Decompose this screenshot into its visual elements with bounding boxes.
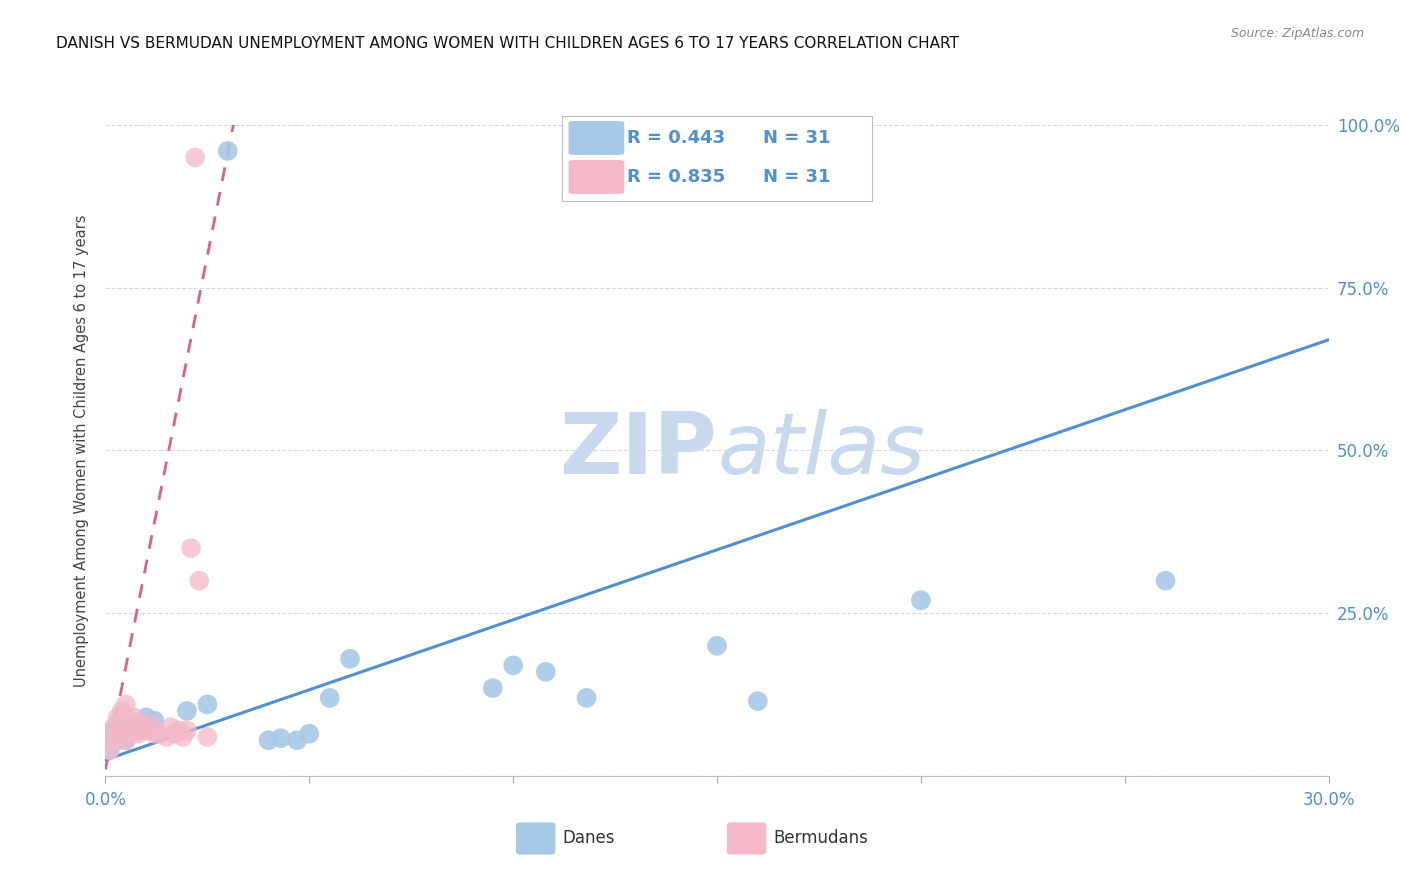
Point <box>98 743 121 757</box>
Point <box>747 694 769 708</box>
Point <box>180 541 202 555</box>
Point <box>156 730 179 744</box>
Point <box>122 720 145 734</box>
Point <box>98 743 121 757</box>
Point <box>910 593 932 607</box>
Point <box>115 733 138 747</box>
Point <box>148 727 170 741</box>
Point <box>285 733 308 747</box>
Text: DANISH VS BERMUDAN UNEMPLOYMENT AMONG WOMEN WITH CHILDREN AGES 6 TO 17 YEARS COR: DANISH VS BERMUDAN UNEMPLOYMENT AMONG WO… <box>56 36 959 51</box>
FancyBboxPatch shape <box>568 121 624 155</box>
Point <box>339 652 361 666</box>
Text: N = 31: N = 31 <box>763 168 831 186</box>
Point <box>131 720 153 734</box>
Point <box>122 717 145 731</box>
Point <box>575 690 598 705</box>
Point <box>197 730 219 744</box>
Point <box>172 730 194 744</box>
Point <box>217 144 239 158</box>
Point <box>103 733 125 747</box>
Point <box>115 720 138 734</box>
Text: N = 31: N = 31 <box>763 129 831 147</box>
Point <box>98 730 121 744</box>
Point <box>122 710 145 724</box>
Point <box>143 727 166 741</box>
Point <box>143 714 166 728</box>
Point <box>115 733 138 747</box>
Point <box>115 698 138 712</box>
Point <box>176 704 198 718</box>
Point <box>135 710 157 724</box>
Point <box>118 714 141 728</box>
Point <box>270 731 292 746</box>
Point <box>115 720 138 734</box>
Text: R = 0.835: R = 0.835 <box>627 168 725 186</box>
Text: Source: ZipAtlas.com: Source: ZipAtlas.com <box>1230 27 1364 40</box>
Point <box>184 150 207 164</box>
Point <box>107 710 129 724</box>
Point <box>131 720 153 734</box>
Point <box>534 665 557 679</box>
Point <box>127 717 149 731</box>
Point <box>107 717 129 731</box>
Text: Bermudans: Bermudans <box>773 830 868 847</box>
Point <box>318 690 342 705</box>
Point <box>103 723 125 738</box>
Point <box>107 733 129 747</box>
Y-axis label: Unemployment Among Women with Children Ages 6 to 17 years: Unemployment Among Women with Children A… <box>75 214 90 687</box>
Point <box>103 720 125 734</box>
Point <box>176 723 198 738</box>
Point <box>257 733 280 747</box>
Point <box>502 658 524 673</box>
Point <box>111 727 134 741</box>
Text: Danes: Danes <box>562 830 614 847</box>
Point <box>167 723 190 738</box>
Point <box>118 727 141 741</box>
Point <box>1154 574 1177 588</box>
Point <box>111 704 134 718</box>
Point <box>706 639 728 653</box>
Text: R = 0.443: R = 0.443 <box>627 129 725 147</box>
Point <box>188 574 211 588</box>
Point <box>118 727 141 741</box>
Point <box>163 727 186 741</box>
Point <box>135 723 157 738</box>
Text: atlas: atlas <box>717 409 925 492</box>
Point <box>107 730 129 744</box>
Point <box>159 720 181 734</box>
Point <box>127 727 149 741</box>
Point <box>139 717 162 731</box>
Text: ZIP: ZIP <box>560 409 717 492</box>
Point <box>481 681 505 695</box>
Point <box>111 723 134 738</box>
Point <box>298 727 321 741</box>
Point <box>197 698 219 712</box>
FancyBboxPatch shape <box>568 160 624 194</box>
Point <box>127 723 149 738</box>
